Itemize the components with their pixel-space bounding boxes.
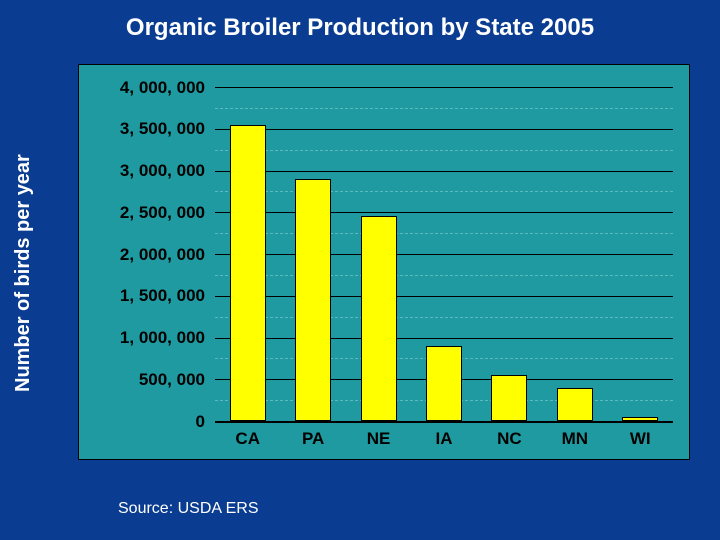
gridline-minor bbox=[215, 108, 673, 109]
y-tick-label: 2, 500, 000 bbox=[79, 203, 205, 223]
chart: 0 500, 000 1, 000, 000 1, 500, 000 2, 000, 0… bbox=[78, 64, 690, 460]
gridline-major bbox=[215, 212, 673, 213]
x-tick-label: NC bbox=[477, 429, 542, 449]
y-tick-label: 0 bbox=[79, 412, 205, 432]
slide-title: Organic Broiler Production by State 2005 bbox=[0, 14, 720, 42]
gridline-minor bbox=[215, 150, 673, 151]
bar bbox=[491, 375, 527, 421]
y-tick-label: 1, 000, 000 bbox=[79, 328, 205, 348]
x-tick-label: PA bbox=[280, 429, 345, 449]
y-tick-label: 2, 000, 000 bbox=[79, 245, 205, 265]
x-tick-label: WI bbox=[608, 429, 673, 449]
bar bbox=[426, 346, 462, 421]
bar bbox=[230, 125, 266, 421]
x-tick-label: IA bbox=[411, 429, 476, 449]
source-text: Source: USDA ERS bbox=[118, 500, 259, 518]
gridline-minor bbox=[215, 233, 673, 234]
gridline-major bbox=[215, 338, 673, 339]
x-tick-label: MN bbox=[542, 429, 607, 449]
gridline-minor bbox=[215, 275, 673, 276]
gridline-major bbox=[215, 254, 673, 255]
y-tick-label: 1, 500, 000 bbox=[79, 286, 205, 306]
slide: Organic Broiler Production by State 2005… bbox=[0, 0, 720, 540]
plot-area bbox=[215, 87, 673, 421]
gridline-major bbox=[215, 129, 673, 130]
x-axis-line bbox=[215, 421, 673, 423]
bar bbox=[361, 216, 397, 421]
gridline-major bbox=[215, 87, 673, 88]
y-axis-label: Number of birds per year bbox=[12, 154, 35, 392]
bar bbox=[295, 179, 331, 421]
y-tick-label: 4, 000, 000 bbox=[79, 78, 205, 98]
y-tick-label: 3, 500, 000 bbox=[79, 119, 205, 139]
gridline-minor bbox=[215, 317, 673, 318]
bar bbox=[557, 388, 593, 421]
gridline-major bbox=[215, 171, 673, 172]
y-tick-label: 3, 000, 000 bbox=[79, 161, 205, 181]
x-tick-label: NE bbox=[346, 429, 411, 449]
gridline-minor bbox=[215, 191, 673, 192]
x-tick-label: CA bbox=[215, 429, 280, 449]
bar bbox=[622, 417, 658, 421]
gridline-major bbox=[215, 296, 673, 297]
y-tick-label: 500, 000 bbox=[79, 370, 205, 390]
